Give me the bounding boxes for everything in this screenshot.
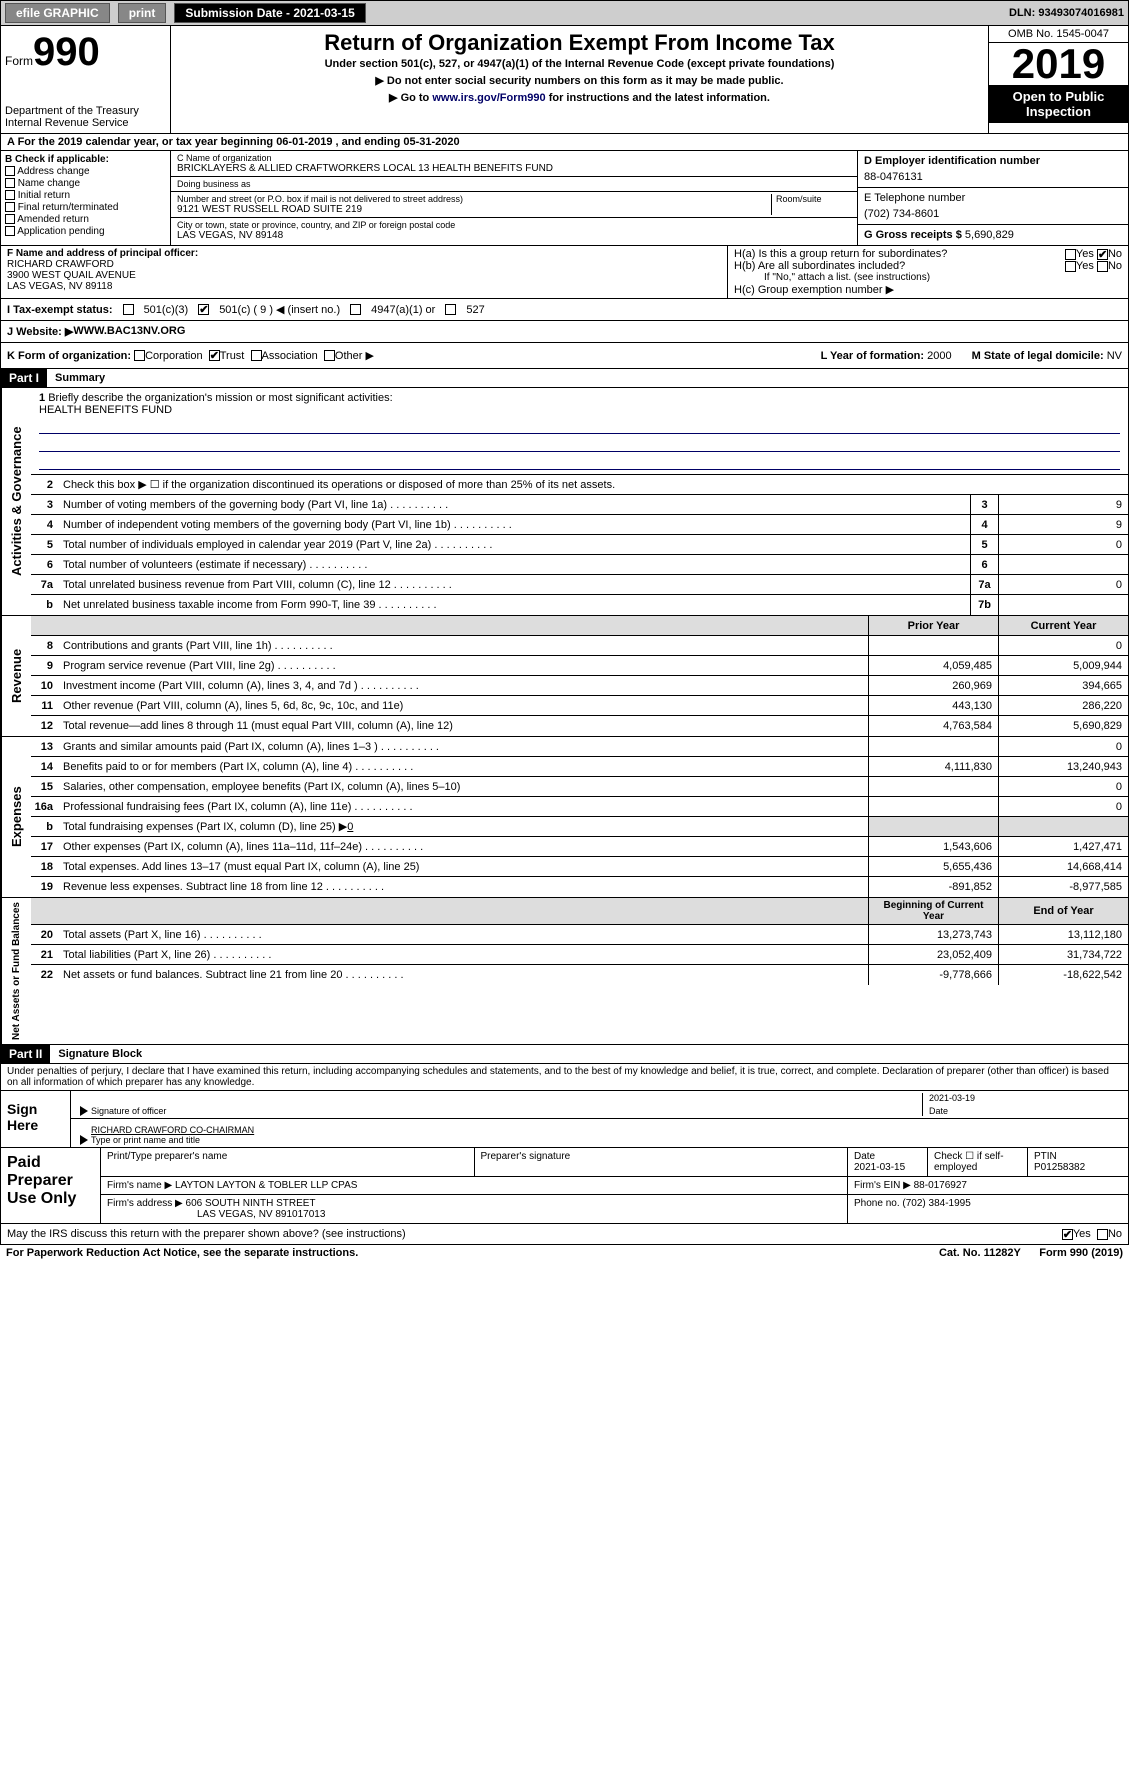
part1-header: Part I Summary — [0, 369, 1129, 388]
check-pending[interactable] — [5, 226, 15, 236]
val-7b — [998, 595, 1128, 615]
year-formed: 2000 — [927, 350, 951, 362]
note-goto: ▶ Go to www.irs.gov/Form990 for instruct… — [175, 91, 984, 104]
hc-exemption: H(c) Group exemption number ▶ — [734, 283, 1122, 296]
dln: DLN: 93493074016981 — [1009, 7, 1124, 19]
rev-section: Revenue Prior YearCurrent Year 8Contribu… — [0, 616, 1129, 737]
side-rev: Revenue — [1, 616, 31, 736]
discuss-row: May the IRS discuss this return with the… — [0, 1224, 1129, 1245]
exp-section: Expenses 13Grants and similar amounts pa… — [0, 737, 1129, 898]
signature-block: Under penalties of perjury, I declare th… — [0, 1064, 1129, 1148]
check-assoc[interactable] — [251, 350, 262, 361]
officer-name: RICHARD CRAWFORD — [7, 259, 721, 270]
arrow-icon — [80, 1135, 88, 1145]
tax-year: 2019 — [989, 43, 1128, 85]
side-gov: Activities & Governance — [1, 388, 31, 615]
check-amended[interactable] — [5, 214, 15, 224]
period-row: A For the 2019 calendar year, or tax yea… — [0, 134, 1129, 151]
check-4947[interactable] — [350, 304, 361, 315]
ptin: P01258382 — [1034, 1162, 1085, 1173]
efile-btn[interactable]: efile GRAPHIC — [5, 3, 110, 23]
officer-sig-name: RICHARD CRAWFORD CO-CHAIRMAN — [91, 1125, 1122, 1135]
city-state: LAS VEGAS, NV 89148 — [177, 230, 851, 241]
col-c-org: C Name of organizationBRICKLAYERS & ALLI… — [171, 151, 858, 245]
form-title: Return of Organization Exempt From Incom… — [175, 30, 984, 56]
col-b-checkboxes: B Check if applicable: Address change Na… — [1, 151, 171, 245]
net-section: Net Assets or Fund Balances Beginning of… — [0, 898, 1129, 1045]
check-other[interactable] — [324, 350, 335, 361]
side-net: Net Assets or Fund Balances — [1, 898, 31, 1044]
efile-bar: efile GRAPHIC print Submission Date - 20… — [0, 0, 1129, 26]
check-initial[interactable] — [5, 190, 15, 200]
tax-exempt-row: I Tax-exempt status: 501(c)(3) ✔501(c) (… — [0, 299, 1129, 321]
paid-preparer: Paid Preparer Use Only Print/Type prepar… — [0, 1148, 1129, 1224]
phone: (702) 734-8601 — [864, 208, 1122, 220]
sign-here: Sign Here — [1, 1091, 71, 1147]
check-501c[interactable]: ✔ — [198, 304, 209, 315]
ha-group-return: H(a) Is this a group return for subordin… — [734, 248, 1122, 260]
row-fh: F Name and address of principal officer:… — [0, 246, 1129, 299]
subtitle: Under section 501(c), 527, or 4947(a)(1)… — [175, 58, 984, 70]
street-addr: 9121 WEST RUSSELL ROAD SUITE 219 — [177, 204, 771, 215]
val-6 — [998, 555, 1128, 574]
val-5: 0 — [998, 535, 1128, 554]
val-4: 9 — [998, 515, 1128, 534]
check-addr[interactable] — [5, 166, 15, 176]
discuss-yes[interactable]: ✔ — [1062, 1229, 1073, 1240]
domicile: NV — [1107, 350, 1122, 362]
submission-date: Submission Date - 2021-03-15 — [174, 3, 365, 23]
check-501c3[interactable] — [123, 304, 134, 315]
gov-section: Activities & Governance 1 Briefly descri… — [0, 388, 1129, 616]
entity-block: B Check if applicable: Address change Na… — [0, 151, 1129, 246]
arrow-icon — [80, 1106, 88, 1116]
form-990-logo: Form 990 — [5, 30, 166, 75]
open-public: Open to Public Inspection — [989, 85, 1128, 123]
note-ssn: ▶ Do not enter social security numbers o… — [175, 74, 984, 87]
footer: For Paperwork Reduction Act Notice, see … — [0, 1245, 1129, 1261]
website[interactable]: WWW.BAC13NV.ORG — [73, 325, 185, 338]
hb-subordinates: H(b) Are all subordinates included? Yes … — [734, 260, 1122, 272]
org-name: BRICKLAYERS & ALLIED CRAFTWORKERS LOCAL … — [177, 163, 851, 174]
side-exp: Expenses — [1, 737, 31, 897]
perjury-text: Under penalties of perjury, I declare th… — [1, 1064, 1128, 1090]
dept-treasury: Department of the Treasury Internal Reve… — [5, 105, 166, 129]
sig-date: 2021-03-19 — [929, 1093, 1122, 1103]
irs-link[interactable]: www.irs.gov/Form990 — [432, 92, 545, 104]
firm-ein: 88-0176927 — [914, 1180, 967, 1191]
val-7a: 0 — [998, 575, 1128, 594]
firm-name: LAYTON LAYTON & TOBLER LLP CPAS — [175, 1180, 358, 1191]
firm-phone: (702) 384-1995 — [902, 1198, 970, 1209]
discuss-no[interactable] — [1097, 1229, 1108, 1240]
form-header: Form 990 Department of the Treasury Inte… — [0, 26, 1129, 134]
check-name[interactable] — [5, 178, 15, 188]
mission-text: HEALTH BENEFITS FUND — [39, 404, 1120, 416]
ein: 88-0476131 — [864, 171, 1122, 183]
check-final[interactable] — [5, 202, 15, 212]
website-row: J Website: ▶ WWW.BAC13NV.ORG — [0, 321, 1129, 343]
print-btn[interactable]: print — [118, 3, 167, 23]
col-de: D Employer identification number88-04761… — [858, 151, 1128, 245]
form-org-row: K Form of organization: Corporation ✔ Tr… — [0, 343, 1129, 369]
gross-receipts: 5,690,829 — [965, 229, 1014, 241]
check-trust[interactable]: ✔ — [209, 350, 220, 361]
part2-header: Part II Signature Block — [0, 1045, 1129, 1064]
check-527[interactable] — [445, 304, 456, 315]
val-3: 9 — [998, 495, 1128, 514]
check-corp[interactable] — [134, 350, 145, 361]
